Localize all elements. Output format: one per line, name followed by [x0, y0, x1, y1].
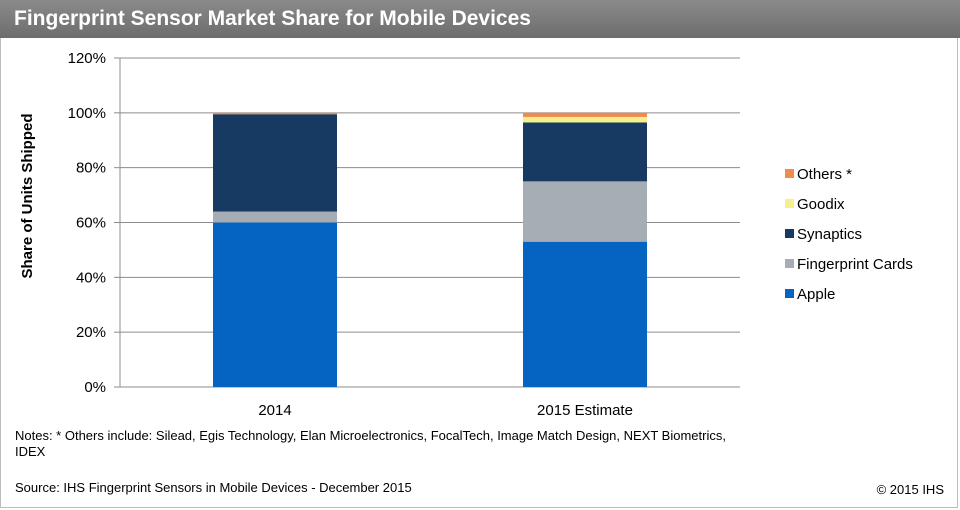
legend-swatch [785, 199, 794, 208]
legend-label: Others * [797, 166, 852, 183]
y-tick-label: 120% [68, 50, 106, 67]
legend-label: Fingerprint Cards [797, 256, 913, 273]
bar-segment [213, 211, 337, 223]
legend-label: Goodix [797, 196, 845, 213]
source-text: Source: IHS Fingerprint Sensors in Mobil… [15, 480, 412, 495]
y-tick-label: 60% [76, 215, 106, 232]
legend-label: Apple [797, 286, 835, 303]
copyright-text: © 2015 IHS [876, 482, 944, 497]
bar-segment [523, 116, 647, 123]
bar-segment [213, 112, 337, 115]
y-tick-label: 100% [68, 105, 106, 122]
legend-swatch [785, 289, 794, 298]
bar-segment [523, 122, 647, 182]
y-axis-title: Share of Units Shipped [19, 113, 36, 278]
x-category-label: 2015 Estimate [537, 402, 633, 419]
bar-segment [523, 181, 647, 242]
y-tick-label: 20% [76, 324, 106, 341]
legend-swatch [785, 169, 794, 178]
y-tick-label: 80% [76, 160, 106, 177]
bar-segment [523, 241, 647, 387]
chart-title: Fingerprint Sensor Market Share for Mobi… [0, 0, 960, 38]
y-tick-label: 0% [84, 379, 106, 396]
legend-swatch [785, 229, 794, 238]
x-category-label: 2014 [258, 402, 291, 419]
footnote: Notes: * Others include: Silead, Egis Te… [15, 428, 726, 459]
bar-segment [213, 114, 337, 212]
legend-label: Synaptics [797, 226, 862, 243]
bar-segment [213, 222, 337, 387]
chart-frame [0, 38, 958, 508]
y-tick-label: 40% [76, 269, 106, 286]
legend-swatch [785, 259, 794, 268]
bar-segment [523, 112, 647, 117]
